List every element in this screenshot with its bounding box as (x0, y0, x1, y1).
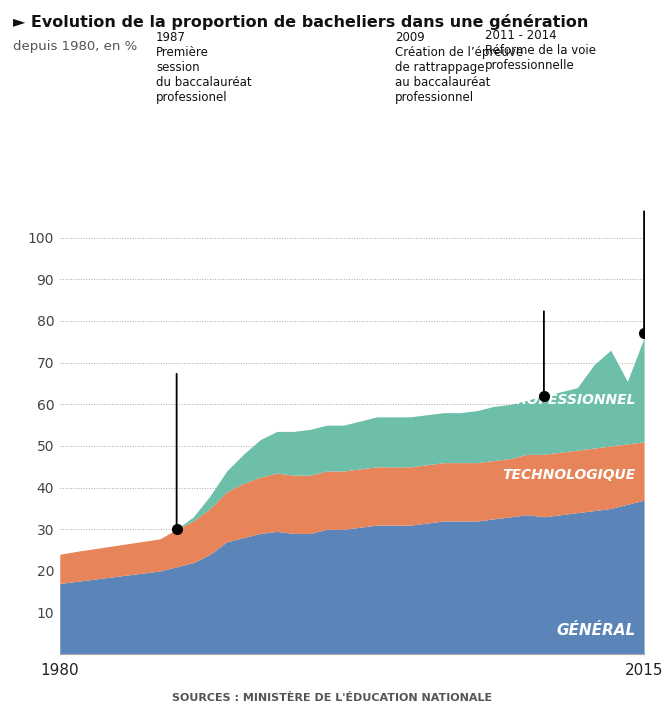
Text: PROFESSIONNEL: PROFESSIONNEL (506, 393, 635, 407)
Text: ► Evolution de la proportion de bacheliers dans une génération: ► Evolution de la proportion de bachelie… (13, 14, 589, 30)
Text: 2011 - 2014
Réforme de la voie
professionnelle: 2011 - 2014 Réforme de la voie professio… (485, 29, 596, 72)
Text: 2009
Création de l’épreuve
de rattrappage
au baccalauréat
professionnel: 2009 Création de l’épreuve de rattrappag… (395, 31, 523, 104)
Text: GÉNÉRAL: GÉNÉRAL (556, 623, 635, 638)
Text: SOURCES : MINISTÈRE DE L'ÉDUCATION NATIONALE: SOURCES : MINISTÈRE DE L'ÉDUCATION NATIO… (172, 693, 492, 703)
Text: depuis 1980, en %: depuis 1980, en % (13, 40, 137, 52)
Text: 1987
Première
session
du baccalauréat
professionel: 1987 Première session du baccalauréat pr… (156, 31, 252, 104)
Text: TECHNOLOGIQUE: TECHNOLOGIQUE (503, 468, 635, 482)
